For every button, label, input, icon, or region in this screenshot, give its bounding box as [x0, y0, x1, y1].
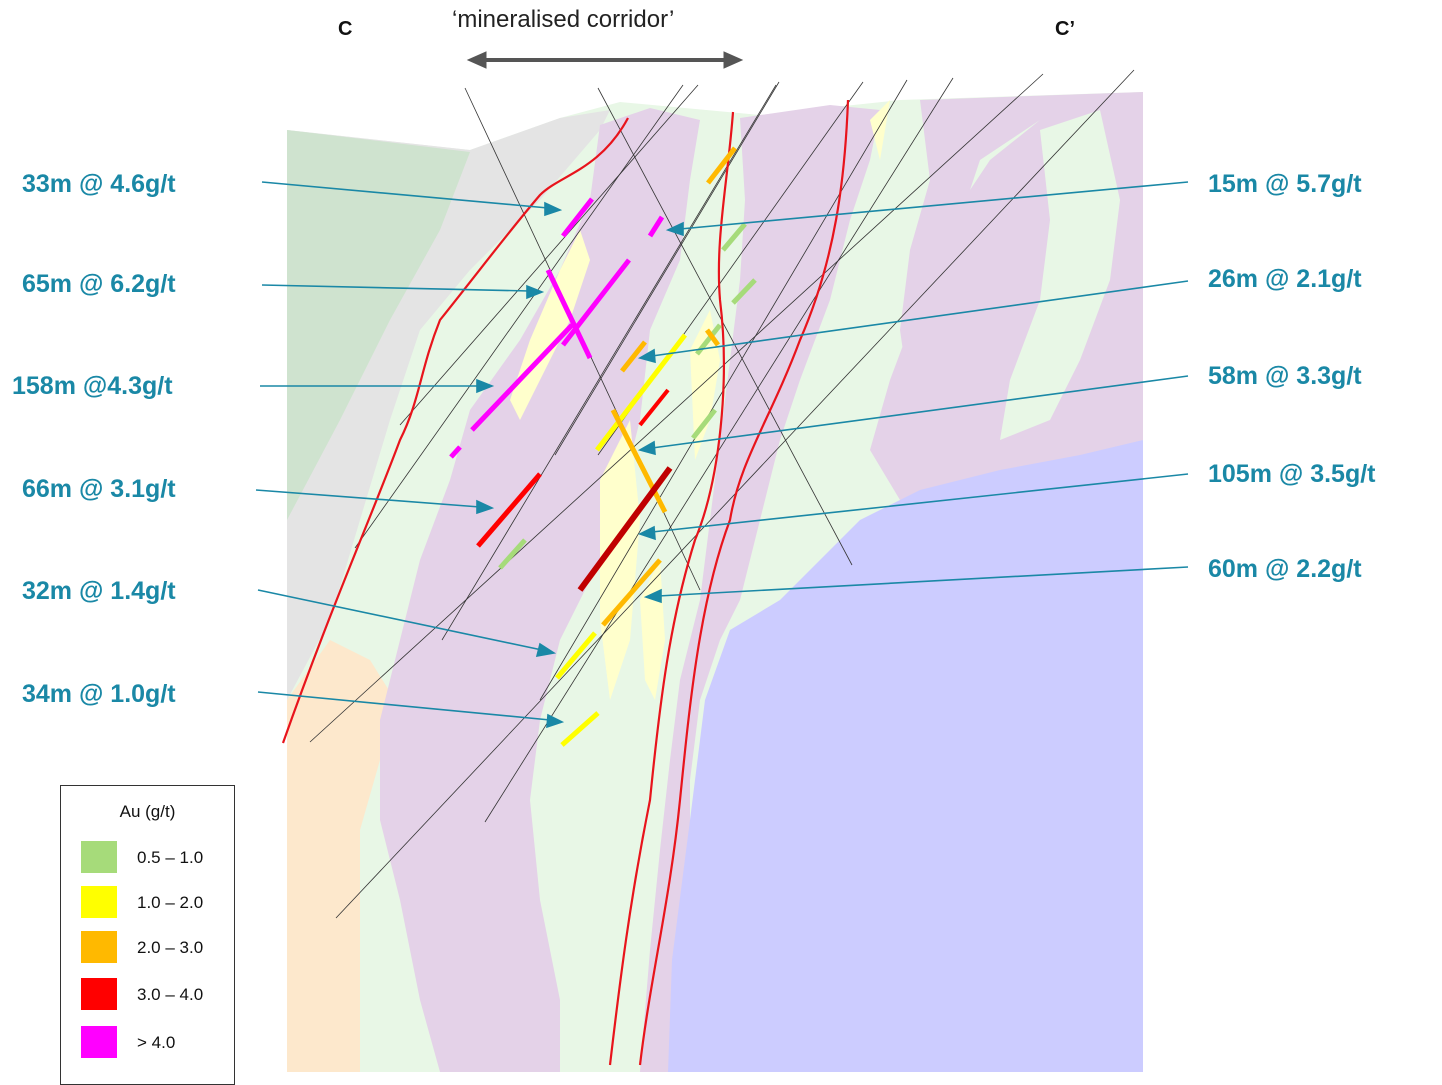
green-unit	[287, 130, 470, 520]
intercept-bar	[476, 472, 542, 548]
intercept-bar	[470, 323, 574, 432]
faults	[281, 99, 850, 1066]
fault-line	[608, 111, 735, 1066]
intercept-label: 105m @ 3.5g/t	[1208, 460, 1376, 488]
intercept-bar	[545, 268, 593, 360]
light-green-unit	[1000, 110, 1120, 440]
drill-hole	[441, 84, 777, 641]
intercept-bar	[498, 538, 527, 570]
purple-unit	[640, 105, 880, 1072]
intercept-bar	[721, 222, 747, 252]
intercept-bar	[704, 328, 721, 347]
intercept-label: 65m @ 6.2g/t	[22, 270, 176, 298]
intercept-bar	[706, 146, 737, 185]
legend-label: 0.5 – 1.0	[137, 848, 204, 867]
leader-lines	[255, 181, 1189, 729]
legend-swatch	[81, 978, 117, 1010]
intercept-bar	[620, 340, 647, 373]
intercept-bar	[561, 258, 631, 347]
intercept-bar	[638, 388, 670, 427]
drill-hole	[554, 81, 780, 456]
legend-swatch	[81, 931, 117, 963]
intercept-bar	[647, 215, 665, 238]
legend-label: 3.0 – 4.0	[137, 985, 204, 1004]
intercept-bar	[610, 408, 668, 514]
grade-legend: Au (g/t) 0.5 – 1.0 1.0 – 2.0 2.0 – 3.0 3…	[60, 785, 235, 1085]
legend-label: 1.0 – 2.0	[137, 893, 204, 912]
intercept-label: 66m @ 3.1g/t	[22, 475, 176, 503]
intercept-label: 33m @ 4.6g/t	[22, 170, 176, 198]
legend-swatch	[81, 841, 117, 873]
intercept-bar	[561, 197, 594, 238]
fault-line	[281, 117, 629, 744]
intercept-label: 158m @4.3g/t	[12, 372, 173, 400]
intercept-bar	[560, 711, 600, 747]
beige-unit	[287, 640, 395, 1072]
yellow-sliver	[870, 100, 890, 160]
section-start-label: C	[338, 18, 353, 40]
drill-hole	[309, 73, 1044, 743]
section-end-label: C’	[1055, 18, 1075, 40]
intercept-bar	[577, 466, 673, 592]
legend-swatch	[81, 1026, 117, 1058]
intercept-label: 58m @ 3.3g/t	[1208, 362, 1362, 390]
purple-unit	[380, 108, 700, 1072]
drill-hole	[597, 87, 853, 566]
legend-title: Au (g/t)	[119, 802, 176, 821]
intercept-bar	[731, 278, 757, 305]
legend-label: > 4.0	[137, 1033, 176, 1052]
intercept-label: 34m @ 1.0g/t	[22, 680, 176, 708]
intercept-label: 32m @ 1.4g/t	[22, 577, 176, 605]
legend-swatch	[81, 886, 117, 918]
fault-line	[638, 99, 850, 1066]
intercept-label: 15m @ 5.7g/t	[1208, 170, 1362, 198]
intercept-bar	[691, 408, 717, 440]
intercept-label: 60m @ 2.2g/t	[1208, 555, 1362, 583]
corridor-label: ‘mineralised corridor’	[452, 6, 675, 33]
granite-unit	[668, 440, 1143, 1072]
intercept-label: 26m @ 2.1g/t	[1208, 265, 1362, 293]
legend-label: 2.0 – 3.0	[137, 938, 204, 957]
intercept-bar	[555, 631, 597, 680]
yellow-sliver	[600, 420, 640, 700]
corridor-arrow	[466, 51, 744, 69]
drill-hole	[354, 84, 684, 549]
intercept-bar	[601, 558, 662, 627]
intercept-bar	[449, 445, 462, 459]
drill-hole	[399, 84, 699, 426]
